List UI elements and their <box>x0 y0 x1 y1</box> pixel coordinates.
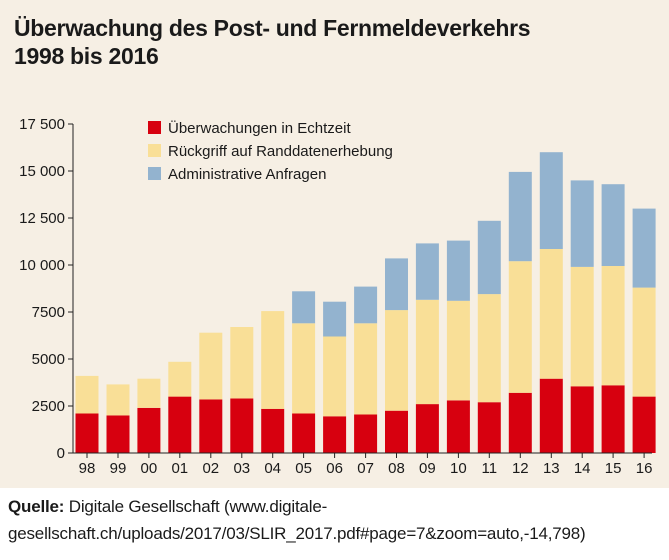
legend-label-2: Rückgriff auf Randdatenerhebung <box>168 143 393 160</box>
x-tick-label: 00 <box>141 460 158 477</box>
x-tick-label: 04 <box>264 460 281 477</box>
y-tick-label: 15 000 <box>19 163 65 180</box>
bar-segment-3-08 <box>385 258 408 311</box>
bar-segment-2-99 <box>106 384 130 416</box>
x-tick-label: 05 <box>295 460 312 477</box>
y-tick-label: 2500 <box>32 398 65 415</box>
bar-segment-1-99 <box>106 415 130 453</box>
bar-segment-2-16 <box>632 287 656 397</box>
y-tick-label: 10 000 <box>19 257 65 274</box>
bar-segment-2-02 <box>199 332 223 400</box>
bar-segment-1-10 <box>446 400 470 453</box>
bar-segment-1-01 <box>168 396 192 453</box>
stacked-bar-chart: 98 99 00 01 02 03 04 05 06 07 08 09 10 11 12 13 14 15 16 0 2… <box>19 116 656 477</box>
bar-segment-1-13 <box>539 378 563 453</box>
x-tick-label: 03 <box>233 460 250 477</box>
bar-segment-1-02 <box>199 399 223 453</box>
y-tick-label: 7500 <box>32 304 65 321</box>
legend-swatch-3 <box>148 167 161 180</box>
bar-segment-1-98 <box>75 413 99 453</box>
bar-segment-3-12 <box>508 171 532 262</box>
bar-segment-2-05 <box>292 323 316 414</box>
legend-label-1: Überwachungen in Echtzeit <box>168 119 351 137</box>
bar-segment-2-07 <box>354 323 378 415</box>
bar-segment-1-08 <box>385 410 408 453</box>
x-tick-label: 99 <box>110 460 127 477</box>
bar-segment-1-03 <box>230 398 254 453</box>
legend-swatch-2 <box>148 144 161 157</box>
bar-segment-1-05 <box>292 413 316 453</box>
bar-segment-1-15 <box>601 385 625 453</box>
x-tick-label: 13 <box>543 460 560 477</box>
bar-segment-3-05 <box>292 291 316 324</box>
bar-segment-1-07 <box>354 414 378 453</box>
bar-segment-3-07 <box>354 286 378 324</box>
source-text: Digitale Gesellschaft (www.digitale-gese… <box>8 497 586 543</box>
x-tick-label: 11 <box>482 460 498 477</box>
x-tick-label: 01 <box>171 460 188 477</box>
y-tick-label: 5000 <box>32 351 65 368</box>
x-tick-label: 09 <box>419 460 436 477</box>
bar-segment-2-12 <box>508 261 532 393</box>
bar-segment-3-11 <box>477 220 501 295</box>
chart-title-line2: 1998 bis 2016 <box>14 43 159 69</box>
x-tick-label: 16 <box>636 460 653 477</box>
bar-segment-2-06 <box>323 336 347 417</box>
x-tick-label: 15 <box>605 460 622 477</box>
bar-segment-1-11 <box>477 402 501 453</box>
bar-segment-2-04 <box>261 311 285 409</box>
x-tick-label: 06 <box>326 460 343 477</box>
x-tick-label: 14 <box>574 460 591 477</box>
bar-segment-1-16 <box>632 396 656 453</box>
x-tick-label: 10 <box>450 460 467 477</box>
bar-segment-2-98 <box>75 375 99 414</box>
legend-swatch-1 <box>148 121 161 134</box>
bar-segment-3-15 <box>601 184 625 266</box>
bar-segment-1-06 <box>323 416 347 453</box>
legend-label-3: Administrative Anfragen <box>168 166 326 183</box>
bar-segment-3-16 <box>632 208 656 288</box>
bar-segment-3-09 <box>415 243 439 300</box>
bar-segment-2-13 <box>539 249 563 379</box>
bar-segment-2-10 <box>446 300 470 401</box>
chart-title: Überwachung des Post- und Fernmeldeverke… <box>14 14 531 70</box>
bar-segment-2-01 <box>168 361 192 397</box>
bar-segment-1-09 <box>415 404 439 453</box>
bar-segment-2-14 <box>570 266 594 387</box>
bar-segment-2-11 <box>477 294 501 403</box>
bar-segment-3-10 <box>446 240 470 301</box>
x-tick-label: 07 <box>357 460 374 477</box>
bar-segment-3-06 <box>323 301 347 337</box>
bar-segment-1-00 <box>137 407 161 453</box>
y-tick-label: 17 500 <box>19 116 65 133</box>
chart-title-line1: Überwachung des Post- und Fernmeldeverke… <box>14 15 531 41</box>
y-tick-label: 12 500 <box>19 210 65 227</box>
x-tick-label: 98 <box>79 460 96 477</box>
bar-segment-2-00 <box>137 378 161 408</box>
source-label: Quelle: <box>8 497 65 516</box>
bar-segment-1-12 <box>508 392 532 453</box>
y-tick-label: 0 <box>57 445 65 462</box>
bar-segment-3-14 <box>570 180 594 267</box>
source-note: Quelle: Digitale Gesellschaft (www.digit… <box>8 493 663 547</box>
bar-segment-2-09 <box>415 299 439 405</box>
x-tick-label: 02 <box>202 460 219 477</box>
bar-segment-2-03 <box>230 327 254 399</box>
x-tick-label: 12 <box>512 460 529 477</box>
x-tick-label: 08 <box>388 460 405 477</box>
bar-segment-1-14 <box>570 386 594 453</box>
bar-segment-2-15 <box>601 265 625 386</box>
bar-segment-3-13 <box>539 152 563 249</box>
bar-segment-2-08 <box>385 310 408 411</box>
bar-segment-1-04 <box>261 408 285 453</box>
